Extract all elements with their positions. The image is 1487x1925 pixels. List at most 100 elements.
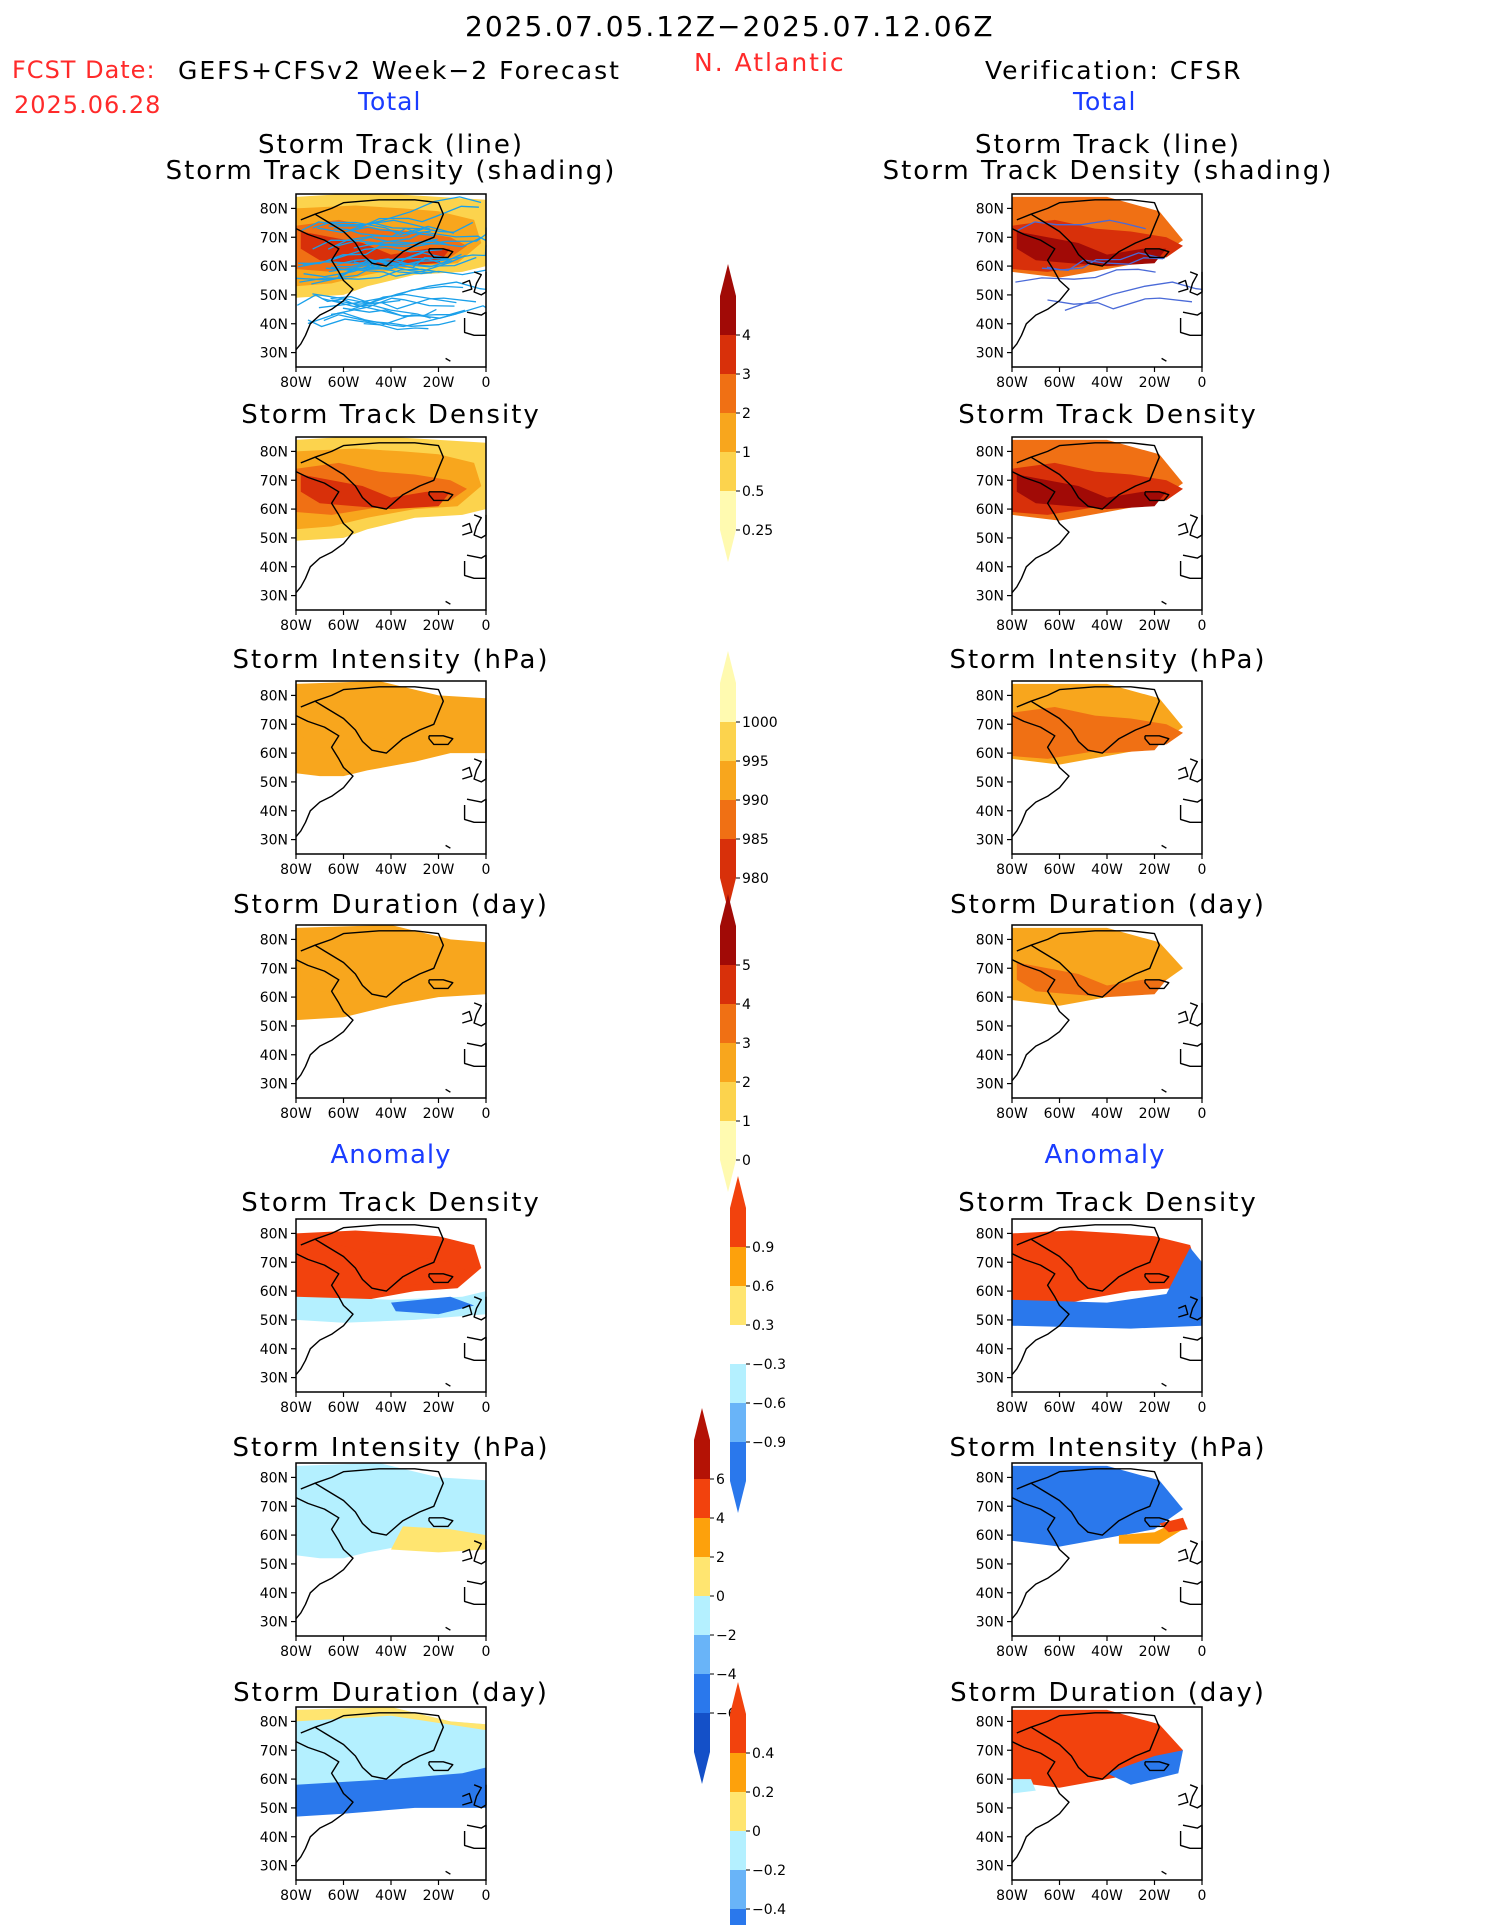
x-tick-label: 80W	[996, 375, 1028, 391]
y-tick-label: 50N	[260, 1557, 288, 1573]
y-tick-label: 50N	[260, 1313, 288, 1329]
storm-track-line	[318, 285, 464, 309]
colorbar-label: 2	[742, 406, 751, 422]
panel-title-track-line-fcst: Storm Track (line)	[258, 130, 524, 160]
y-tick-label: 70N	[260, 473, 288, 489]
colorbar-swatch	[720, 683, 736, 722]
colorbar-duration-total: 5 4 3 2 1 0	[720, 894, 751, 1192]
coastline	[295, 470, 354, 594]
colorbar-swatch	[730, 1714, 746, 1753]
y-tick-label: 50N	[260, 1019, 288, 1035]
y-tick-label: 40N	[976, 317, 1004, 333]
x-tick-label: 20W	[1139, 862, 1171, 878]
colorbar-label: 990	[742, 793, 769, 809]
y-tick-label: 30N	[976, 346, 1004, 362]
colorbar-label: −2	[716, 1628, 737, 1644]
y-tick-label: 40N	[976, 560, 1004, 576]
map-panel-density-0: 80N 70N 60N 50N 40N 30N 80W 60W 40W 20W 0	[260, 436, 491, 634]
y-tick-label: 70N	[976, 1255, 1004, 1271]
y-tick-label: 60N	[260, 1284, 288, 1300]
y-tick-label: 40N	[260, 1830, 288, 1846]
shaded-region	[296, 1767, 486, 1817]
colorbar-swatch	[694, 1635, 710, 1674]
x-tick-label: 60W	[328, 375, 360, 391]
coastline	[462, 1010, 473, 1024]
coastline	[300, 442, 444, 510]
coastline	[1178, 1548, 1189, 1562]
x-tick-label: 60W	[328, 1106, 360, 1122]
panel-title-track-shading-fcst: Storm Track Density (shading)	[165, 156, 617, 186]
colorbar-density-total: 4 3 2 1 0.5 0.25	[720, 264, 773, 562]
storm-track-line	[1064, 281, 1203, 312]
colorbar-arrow	[720, 1160, 736, 1192]
colorbar-arrow	[720, 651, 736, 683]
x-tick-label: 0	[1198, 618, 1207, 634]
y-tick-label: 60N	[260, 990, 288, 1006]
colorbar-swatch	[730, 1870, 746, 1909]
map-panel-duration-anom-1: 80N 70N 60N 50N 40N 30N 80W 60W 40W 20W 0	[976, 1706, 1206, 1904]
colorbar-swatch	[694, 1479, 710, 1518]
x-tick-label: 60W	[328, 1644, 360, 1660]
colorbar-label: 995	[742, 754, 769, 770]
map-panel-intensity-anom-0: 80N 70N 60N 50N 40N 30N 80W 60W 40W 20W 0	[260, 1462, 491, 1660]
y-tick-label: 60N	[976, 746, 1004, 762]
colorbar-arrow	[730, 1682, 746, 1714]
coastline	[428, 248, 454, 259]
storm-track-line	[302, 246, 443, 265]
y-tick-label: 30N	[976, 589, 1004, 605]
colorbar-label: 0.25	[742, 523, 773, 539]
y-tick-label: 60N	[260, 1528, 288, 1544]
x-tick-label: 20W	[423, 1888, 455, 1904]
coastline	[300, 686, 444, 754]
x-tick-label: 0	[482, 618, 491, 634]
storm-track-line	[328, 256, 477, 273]
panel-title-intensity-anom-ver: Storm Intensity (hPa)	[949, 1433, 1267, 1463]
x-tick-label: 0	[482, 862, 491, 878]
x-tick-label: 40W	[375, 862, 407, 878]
colorbar-label: 1000	[742, 715, 778, 731]
y-tick-label: 40N	[260, 804, 288, 820]
colorbar-swatch	[730, 1364, 746, 1403]
x-tick-label: 40W	[375, 1400, 407, 1416]
colorbar-label: −0.9	[752, 1435, 786, 1451]
y-tick-label: 40N	[976, 1342, 1004, 1358]
colorbar-arrow	[720, 264, 736, 296]
coastline	[1016, 930, 1161, 998]
shaded-region	[1012, 1465, 1183, 1547]
y-tick-label: 70N	[260, 1743, 288, 1759]
x-tick-label: 0	[482, 1644, 491, 1660]
x-tick-label: 0	[1198, 862, 1207, 878]
colorbar-swatch	[720, 839, 736, 878]
x-tick-label: 40W	[375, 618, 407, 634]
storm-track-line	[323, 314, 456, 327]
coastline	[1016, 442, 1161, 510]
colorbar-label: −0.3	[752, 1357, 786, 1373]
colorbar-label: −4	[716, 1667, 737, 1683]
coastline	[1178, 279, 1189, 293]
shaded-region	[1012, 1779, 1036, 1794]
colorbar-arrow	[720, 894, 736, 926]
y-tick-label: 80N	[260, 1470, 288, 1486]
storm-track-line	[342, 307, 466, 318]
x-tick-label: 60W	[1044, 1400, 1076, 1416]
y-tick-label: 60N	[976, 990, 1004, 1006]
colorbar-swatch	[720, 335, 736, 374]
x-tick-label: 20W	[423, 862, 455, 878]
x-tick-label: 80W	[996, 1400, 1028, 1416]
x-tick-label: 20W	[423, 1400, 455, 1416]
y-tick-label: 70N	[976, 230, 1004, 246]
panel-title-duration-fcst: Storm Duration (day)	[233, 890, 549, 920]
colorbar-arrow	[694, 1408, 710, 1440]
shaded-region	[391, 1296, 475, 1315]
colorbar-density-anom: 0.9 0.6 0.3 −0.3 −0.6 −0.9	[730, 1176, 786, 1513]
x-tick-label: 60W	[1044, 862, 1076, 878]
shaded-region	[1016, 474, 1167, 510]
x-tick-label: 20W	[423, 618, 455, 634]
x-tick-label: 80W	[996, 1106, 1028, 1122]
x-tick-label: 60W	[1044, 618, 1076, 634]
y-tick-label: 40N	[976, 1586, 1004, 1602]
coastline	[295, 1252, 354, 1376]
y-tick-label: 60N	[976, 1528, 1004, 1544]
x-tick-label: 40W	[1091, 1400, 1123, 1416]
